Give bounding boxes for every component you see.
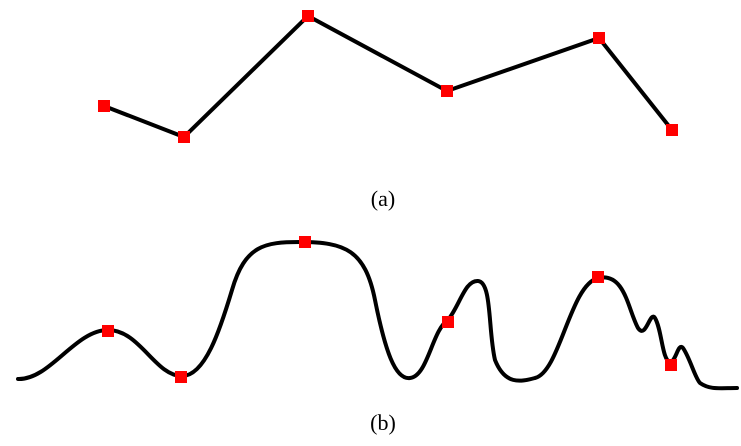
marker-b-5 — [592, 271, 604, 283]
panel-b — [16, 236, 739, 391]
marker-b-3 — [299, 236, 311, 248]
panel-a — [98, 10, 678, 143]
marker-a-3 — [302, 10, 314, 22]
markers-a — [98, 10, 678, 143]
caption-a: (a) — [370, 186, 396, 211]
marker-a-2 — [178, 131, 190, 143]
marker-b-1 — [102, 325, 114, 337]
markers-b — [102, 236, 677, 383]
marker-a-6 — [666, 124, 678, 136]
marker-b-2 — [175, 371, 187, 383]
marker-b-6 — [665, 359, 677, 371]
marker-a-4 — [441, 85, 453, 97]
marker-b-4 — [442, 316, 454, 328]
marker-a-1 — [98, 100, 110, 112]
polyline-a — [103, 13, 674, 140]
caption-b: (b) — [370, 410, 396, 435]
marker-a-5 — [593, 32, 605, 44]
curve-b — [16, 240, 739, 391]
